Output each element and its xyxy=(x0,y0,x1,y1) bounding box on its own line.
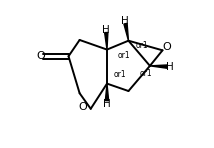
Text: H: H xyxy=(102,25,110,35)
Text: or1: or1 xyxy=(140,69,152,78)
Text: H: H xyxy=(166,62,174,72)
Polygon shape xyxy=(105,33,108,50)
Text: or1: or1 xyxy=(114,70,126,78)
Text: O: O xyxy=(163,42,171,52)
Polygon shape xyxy=(150,65,167,68)
Text: H: H xyxy=(121,16,129,26)
Text: H: H xyxy=(103,99,111,109)
Text: O: O xyxy=(78,102,87,112)
Text: O: O xyxy=(37,51,46,61)
Polygon shape xyxy=(124,23,128,41)
Text: or1: or1 xyxy=(136,41,149,50)
Polygon shape xyxy=(105,84,109,101)
Text: or1: or1 xyxy=(118,51,131,60)
